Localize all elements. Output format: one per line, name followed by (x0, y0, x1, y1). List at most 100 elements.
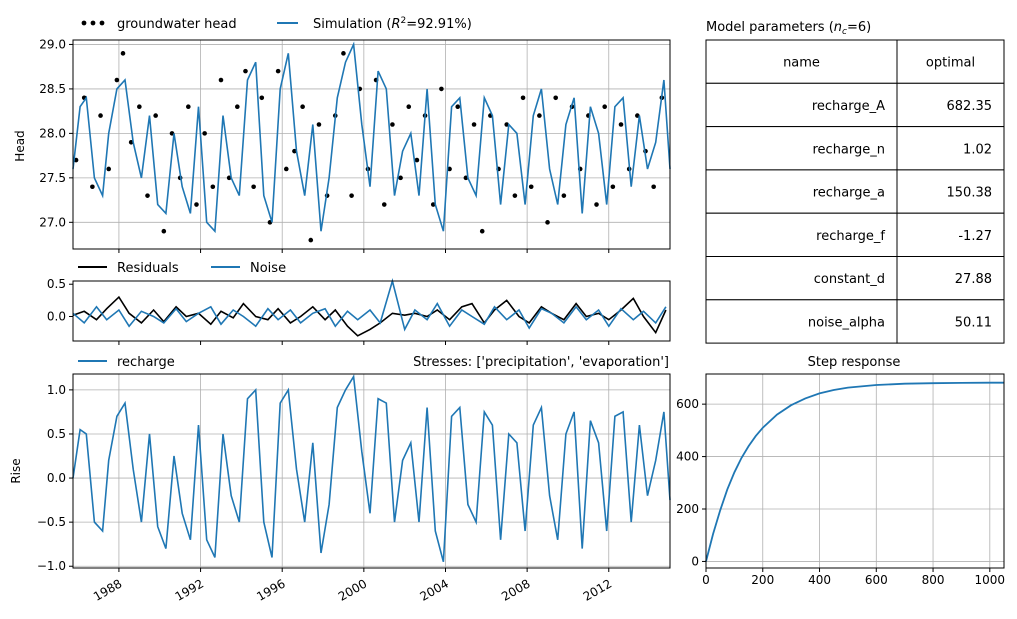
stresses-title: Stresses: ['precipitation', 'evaporation… (413, 355, 669, 370)
legend-noise-label: Noise (250, 261, 286, 276)
table-header-cell (896, 39, 1005, 84)
xtick-label: 800 (922, 573, 945, 587)
parameter-value: 27.88 (955, 272, 992, 287)
observed-point (114, 77, 120, 83)
observed-point (349, 193, 354, 198)
observed-point (106, 166, 112, 172)
recharge-axes-frame (72, 373, 671, 569)
observed-point (537, 113, 542, 118)
step-response-line (705, 381, 1004, 562)
xtick-label: 1992 (173, 576, 206, 603)
observed-point (153, 113, 158, 118)
noise-line (72, 277, 667, 332)
parameter-value: 682.35 (947, 99, 993, 114)
observed-point (120, 51, 126, 56)
observed-point (98, 113, 103, 118)
observed-point (504, 122, 510, 127)
table-cell (705, 126, 898, 171)
observed-point (194, 202, 199, 207)
legend-observed-label: groundwater head (117, 17, 237, 32)
ytick-label: 200 (676, 502, 699, 516)
table-cell (705, 256, 898, 301)
observed-point (161, 228, 167, 234)
observed-point (90, 184, 95, 190)
head-xticks (118, 249, 610, 253)
head-grid (73, 40, 670, 249)
xtick-label: 1000 (975, 573, 1006, 587)
observed-point (300, 104, 305, 110)
observed-point (251, 184, 256, 190)
recharge-panel: −1.0 −0.5 0.0 0.5 1.0 1988 1992 1996 2000 2004 20… (9, 355, 671, 604)
xtick-label: 1996 (254, 576, 287, 603)
table-cell (896, 299, 1005, 344)
table-header-cell (705, 39, 898, 84)
observed-point (202, 131, 207, 136)
table-cell (896, 82, 1005, 128)
residual-panel: 0.0 0.5 Residuals Noise (47, 261, 671, 345)
xtick-label: 2004 (418, 576, 451, 603)
observed-point (308, 237, 314, 243)
observed-point (145, 193, 150, 198)
observed-point (528, 184, 534, 190)
step-yticks: 0 200 400 600 (676, 397, 706, 568)
observed-point (545, 220, 550, 225)
legend-simulation-label: Simulation (R2=92.91%) (313, 16, 472, 32)
step-grid (705, 374, 1004, 568)
table-cell (705, 299, 898, 344)
parameter-value: 50.11 (955, 315, 992, 330)
observed-point (651, 184, 656, 190)
parameter-name: recharge_f (816, 229, 885, 244)
table-header-label: name (783, 56, 820, 71)
ytick-label: 0.0 (47, 309, 66, 323)
step-panel: 0 200 400 600 0 200 400 600 800 1000 Step respon… (676, 355, 1005, 587)
step-xticks: 0 200 400 600 800 1000 (702, 568, 1005, 587)
ytick-label: 29.0 (39, 37, 66, 51)
observed-point (406, 104, 412, 110)
observed-point (275, 68, 281, 74)
ytick-label: −1.0 (37, 559, 66, 573)
observed-point (341, 51, 346, 56)
xtick-label: 2000 (336, 576, 369, 603)
ytick-label: 600 (676, 397, 699, 411)
ytick-label: −0.5 (37, 515, 66, 529)
table-header-label: optimal (926, 56, 975, 71)
xtick-label: 2012 (581, 576, 614, 603)
observed-point (137, 104, 142, 110)
parameter-table-body: name optimal recharge_A 682.35 recharge_n 1.0… (705, 39, 1005, 344)
observed-point (618, 122, 624, 127)
observed-point (381, 202, 387, 207)
xtick-label: 200 (751, 573, 774, 587)
legend-marker-observed (81, 20, 87, 26)
parameter-value: -1.27 (958, 229, 992, 244)
parameter-name: constant_d (814, 272, 885, 287)
observed-point (210, 184, 216, 190)
observed-point (439, 86, 444, 92)
parameter-name: noise_alpha (808, 315, 885, 330)
xtick-label: 400 (808, 573, 831, 587)
observed-point (512, 193, 518, 198)
observed-point (398, 175, 403, 181)
table-cell (896, 126, 1005, 171)
observed-point (553, 95, 559, 101)
ytick-label: 0 (691, 554, 699, 568)
observed-points (73, 51, 665, 243)
observed-point (561, 193, 567, 198)
ytick-label: 0.5 (47, 427, 66, 441)
parameter-name: recharge_n (812, 142, 885, 157)
ytick-label: 28.0 (39, 126, 66, 140)
legend-marker-observed (90, 20, 96, 26)
simulation-line (72, 41, 671, 234)
ytick-label: 0.0 (47, 471, 66, 485)
observed-point (610, 184, 616, 190)
recharge-xticks: 1988 1992 1996 2000 2004 2008 2012 (91, 568, 614, 604)
observed-point (602, 104, 607, 110)
residual-legend: Residuals Noise (78, 261, 286, 276)
parameter-value: 1.02 (963, 142, 992, 157)
ytick-label: 1.0 (47, 383, 66, 397)
xtick-label: 2008 (499, 576, 532, 603)
xtick-label: 1988 (91, 576, 124, 603)
observed-point (430, 202, 436, 207)
parameter-name: recharge_A (812, 99, 885, 114)
observed-point (455, 104, 461, 110)
